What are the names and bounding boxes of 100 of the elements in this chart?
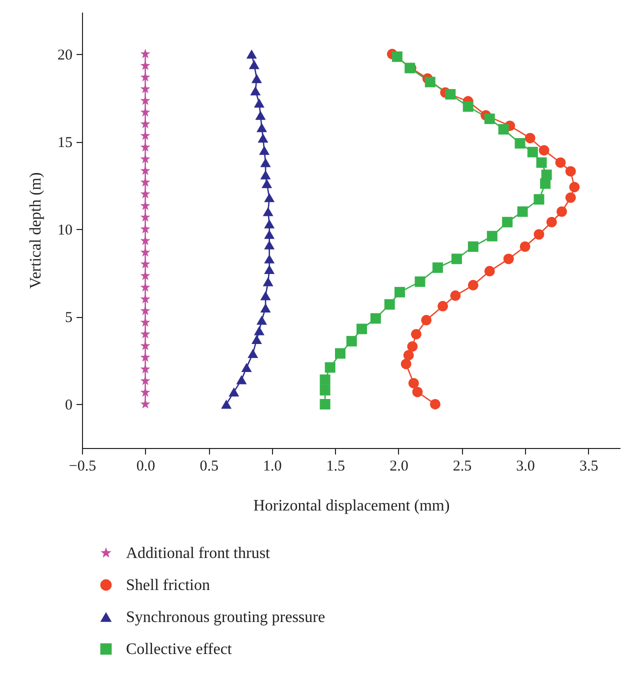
point (248, 60, 260, 70)
point (140, 188, 150, 198)
point (140, 282, 150, 292)
point (394, 286, 405, 298)
point (320, 374, 330, 385)
point (140, 376, 150, 386)
point (256, 123, 267, 132)
point (410, 328, 422, 340)
legend-label: Additional front thrust (126, 545, 271, 562)
point (320, 384, 330, 396)
point (524, 132, 536, 144)
point (320, 398, 330, 410)
point (140, 236, 150, 246)
point (346, 336, 357, 346)
point (140, 60, 150, 70)
point (412, 386, 423, 398)
point (468, 280, 478, 290)
point (424, 76, 436, 88)
point (250, 86, 261, 96)
point (241, 362, 252, 372)
point (140, 328, 150, 338)
point (264, 193, 275, 202)
point (236, 375, 247, 384)
point (260, 158, 271, 168)
point (392, 51, 402, 62)
point (140, 200, 150, 210)
point (484, 114, 495, 124)
point (140, 306, 150, 316)
point (486, 230, 498, 242)
point (140, 387, 150, 397)
x-axis-title: Horizontal displacement (mm) (253, 498, 450, 514)
point (534, 229, 544, 240)
point (260, 170, 271, 180)
point (228, 387, 240, 397)
point (140, 340, 150, 350)
point (438, 300, 448, 312)
y-tick-label: 10 (58, 222, 72, 239)
point (264, 264, 275, 274)
point (400, 358, 412, 370)
point (370, 313, 381, 324)
point (262, 179, 272, 188)
point (264, 254, 275, 264)
point (451, 254, 462, 264)
point (140, 258, 150, 268)
point (254, 98, 264, 108)
legend-label: Shell friction (126, 577, 210, 594)
point (565, 192, 576, 203)
x-tick-label: 2.5 (452, 458, 472, 474)
point (462, 101, 474, 112)
y-tick-label: 15 (58, 135, 72, 152)
point (140, 352, 150, 362)
point (140, 107, 150, 117)
point (517, 206, 528, 217)
point (140, 118, 150, 128)
point (536, 157, 547, 168)
point (140, 270, 150, 280)
y-tick-label: 5 (65, 310, 72, 326)
point (258, 134, 268, 143)
y-tick-label: 20 (58, 48, 72, 64)
point (140, 166, 150, 176)
point (140, 212, 150, 222)
point (408, 378, 419, 388)
x-tick-label: 1.5 (326, 458, 346, 474)
point (140, 96, 150, 106)
point (251, 334, 262, 344)
point (251, 74, 262, 84)
legend-label: Collective effect (126, 641, 232, 658)
point (140, 364, 150, 374)
point (445, 89, 456, 100)
point (421, 314, 432, 326)
point (254, 326, 264, 336)
point (140, 142, 150, 152)
point (384, 299, 395, 310)
point (514, 138, 526, 149)
point (140, 247, 150, 257)
x-tick-label: 1.0 (263, 458, 282, 474)
x-tick-label: 2.0 (390, 458, 408, 474)
point (140, 398, 150, 408)
x-tick-label: 0.0 (136, 458, 156, 474)
point (140, 48, 150, 58)
point (256, 316, 267, 325)
point (264, 240, 275, 250)
x-tick-label: 3.5 (579, 458, 598, 474)
point (484, 266, 495, 276)
point (541, 170, 552, 180)
point (538, 145, 550, 156)
point (502, 216, 513, 228)
y-axis-title: Vertical depth (m) (28, 172, 44, 289)
point (140, 130, 150, 140)
point (498, 124, 509, 135)
point (569, 182, 580, 192)
point (140, 224, 150, 234)
point (403, 350, 414, 360)
point (140, 294, 150, 304)
point (520, 241, 530, 252)
point (248, 348, 258, 358)
x-tick-label: −0.5 (68, 458, 96, 474)
point (432, 262, 443, 273)
point (140, 177, 150, 187)
point (262, 277, 274, 286)
